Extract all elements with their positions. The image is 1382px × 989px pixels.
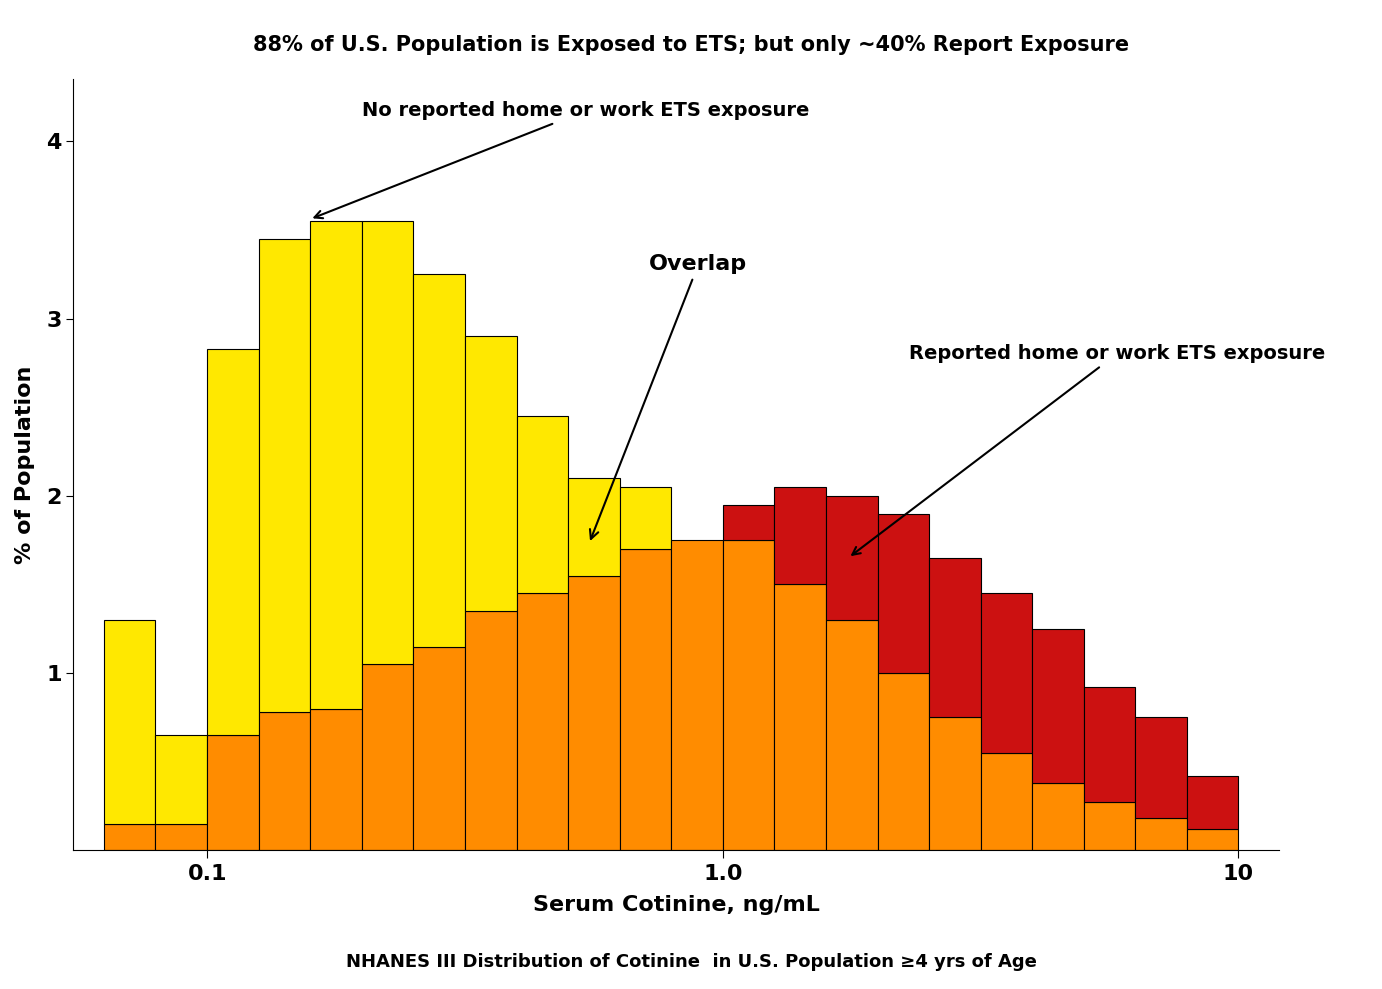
Text: Reported home or work ETS exposure: Reported home or work ETS exposure (853, 344, 1325, 555)
Bar (826, 495, 878, 620)
Bar (619, 487, 672, 549)
Bar (1136, 819, 1187, 851)
Text: NHANES III Distribution of Cotinine  in U.S. Population ≥4 yrs of Age: NHANES III Distribution of Cotinine in U… (346, 953, 1036, 971)
Bar (310, 708, 362, 851)
Bar (672, 540, 723, 851)
Bar (568, 478, 619, 576)
Bar (1136, 717, 1187, 819)
Text: 88% of U.S. Population is Exposed to ETS; but only ~40% Report Exposure: 88% of U.S. Population is Exposed to ETS… (253, 35, 1129, 54)
Bar (774, 487, 826, 584)
Bar (1187, 829, 1238, 851)
Y-axis label: % of Population: % of Population (15, 366, 35, 564)
Bar (155, 824, 207, 851)
Bar (517, 416, 568, 593)
Bar (517, 593, 568, 851)
Bar (104, 824, 155, 851)
Bar (878, 674, 929, 851)
Bar (1032, 629, 1083, 783)
Bar (362, 222, 413, 665)
Bar (310, 222, 362, 708)
Bar (723, 504, 774, 540)
Bar (826, 620, 878, 851)
X-axis label: Serum Cotinine, ng/mL: Serum Cotinine, ng/mL (533, 895, 820, 915)
Bar (619, 549, 672, 851)
Bar (1187, 776, 1238, 829)
Bar (207, 735, 258, 851)
Bar (104, 620, 155, 824)
Text: No reported home or work ETS exposure: No reported home or work ETS exposure (315, 101, 810, 219)
Bar (774, 584, 826, 851)
Bar (155, 735, 207, 824)
Bar (258, 712, 310, 851)
Text: Overlap: Overlap (590, 254, 748, 539)
Bar (981, 753, 1032, 851)
Bar (413, 274, 464, 647)
Bar (929, 717, 981, 851)
Bar (464, 336, 517, 611)
Bar (207, 349, 258, 735)
Bar (464, 611, 517, 851)
Bar (929, 558, 981, 717)
Bar (258, 238, 310, 712)
Bar (362, 665, 413, 851)
Bar (1083, 687, 1136, 802)
Bar (981, 593, 1032, 753)
Bar (723, 540, 774, 851)
Bar (413, 647, 464, 851)
Bar (878, 513, 929, 674)
Bar (1032, 783, 1083, 851)
Bar (1083, 802, 1136, 851)
Bar (568, 576, 619, 851)
